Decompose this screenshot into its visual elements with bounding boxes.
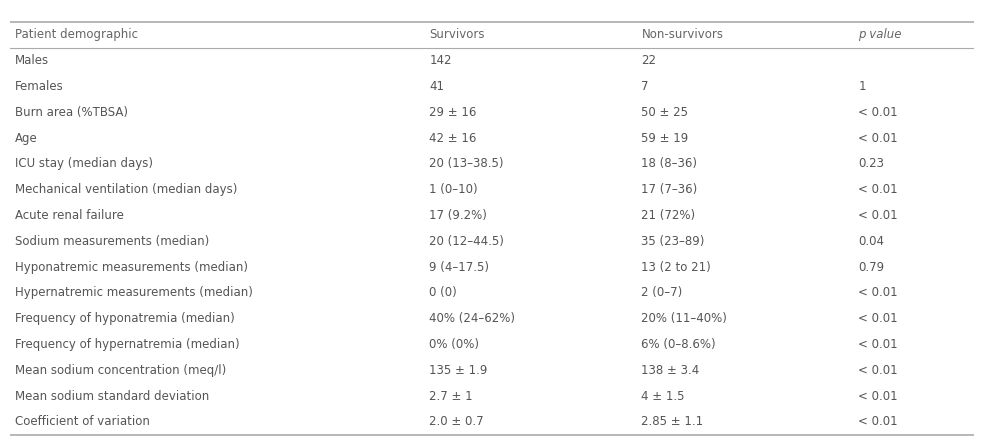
Text: 2.0 ± 0.7: 2.0 ± 0.7: [429, 415, 484, 428]
Text: < 0.01: < 0.01: [858, 415, 898, 428]
Text: 0.79: 0.79: [858, 261, 885, 274]
Text: Mean sodium concentration (meq/l): Mean sodium concentration (meq/l): [15, 364, 226, 377]
Text: 135 ± 1.9: 135 ± 1.9: [429, 364, 488, 377]
Text: Mechanical ventilation (median days): Mechanical ventilation (median days): [15, 183, 237, 196]
Text: 1 (0–10): 1 (0–10): [429, 183, 478, 196]
Text: 18 (8–36): 18 (8–36): [642, 157, 698, 170]
Text: Hyponatremic measurements (median): Hyponatremic measurements (median): [15, 261, 248, 274]
Text: Females: Females: [15, 80, 63, 93]
Text: Patient demographic: Patient demographic: [15, 28, 138, 41]
Text: 138 ± 3.4: 138 ± 3.4: [642, 364, 700, 377]
Text: < 0.01: < 0.01: [858, 132, 898, 145]
Text: 20 (12–44.5): 20 (12–44.5): [429, 235, 504, 248]
Text: 6% (0–8.6%): 6% (0–8.6%): [642, 338, 716, 351]
Text: < 0.01: < 0.01: [858, 183, 898, 196]
Text: Acute renal failure: Acute renal failure: [15, 209, 124, 222]
Text: Survivors: Survivors: [429, 28, 485, 41]
Text: 7: 7: [642, 80, 649, 93]
Text: 0.23: 0.23: [858, 157, 885, 170]
Text: 142: 142: [429, 54, 452, 67]
Text: < 0.01: < 0.01: [858, 338, 898, 351]
Text: Non-survivors: Non-survivors: [642, 28, 723, 41]
Text: 40% (24–62%): 40% (24–62%): [429, 312, 516, 325]
Text: ICU stay (median days): ICU stay (median days): [15, 157, 153, 170]
Text: 9 (4–17.5): 9 (4–17.5): [429, 261, 489, 274]
Text: 35 (23–89): 35 (23–89): [642, 235, 705, 248]
Text: 59 ± 19: 59 ± 19: [642, 132, 689, 145]
Text: p value: p value: [858, 28, 902, 41]
Text: 41: 41: [429, 80, 445, 93]
Text: 0.04: 0.04: [858, 235, 885, 248]
Text: < 0.01: < 0.01: [858, 390, 898, 403]
Text: < 0.01: < 0.01: [858, 106, 898, 119]
Text: 22: 22: [642, 54, 656, 67]
Text: Males: Males: [15, 54, 49, 67]
Text: 21 (72%): 21 (72%): [642, 209, 696, 222]
Text: Coefficient of variation: Coefficient of variation: [15, 415, 150, 428]
Text: 20% (11–40%): 20% (11–40%): [642, 312, 727, 325]
Text: Sodium measurements (median): Sodium measurements (median): [15, 235, 209, 248]
Text: Burn area (%TBSA): Burn area (%TBSA): [15, 106, 128, 119]
Text: 42 ± 16: 42 ± 16: [429, 132, 476, 145]
Text: 29 ± 16: 29 ± 16: [429, 106, 476, 119]
Text: 17 (9.2%): 17 (9.2%): [429, 209, 487, 222]
Text: 2.85 ± 1.1: 2.85 ± 1.1: [642, 415, 704, 428]
Text: 1: 1: [858, 80, 866, 93]
Text: 20 (13–38.5): 20 (13–38.5): [429, 157, 504, 170]
Text: 50 ± 25: 50 ± 25: [642, 106, 689, 119]
Text: < 0.01: < 0.01: [858, 364, 898, 377]
Text: 0 (0): 0 (0): [429, 286, 458, 299]
Text: < 0.01: < 0.01: [858, 286, 898, 299]
Text: Age: Age: [15, 132, 37, 145]
Text: 2 (0–7): 2 (0–7): [642, 286, 683, 299]
Text: < 0.01: < 0.01: [858, 209, 898, 222]
Text: Frequency of hyponatremia (median): Frequency of hyponatremia (median): [15, 312, 234, 325]
Text: 4 ± 1.5: 4 ± 1.5: [642, 390, 685, 403]
Text: Frequency of hypernatremia (median): Frequency of hypernatremia (median): [15, 338, 239, 351]
Text: Mean sodium standard deviation: Mean sodium standard deviation: [15, 390, 209, 403]
Text: < 0.01: < 0.01: [858, 312, 898, 325]
Text: 17 (7–36): 17 (7–36): [642, 183, 698, 196]
Text: 0% (0%): 0% (0%): [429, 338, 479, 351]
Text: 2.7 ± 1: 2.7 ± 1: [429, 390, 473, 403]
Text: Hypernatremic measurements (median): Hypernatremic measurements (median): [15, 286, 253, 299]
Text: 13 (2 to 21): 13 (2 to 21): [642, 261, 711, 274]
